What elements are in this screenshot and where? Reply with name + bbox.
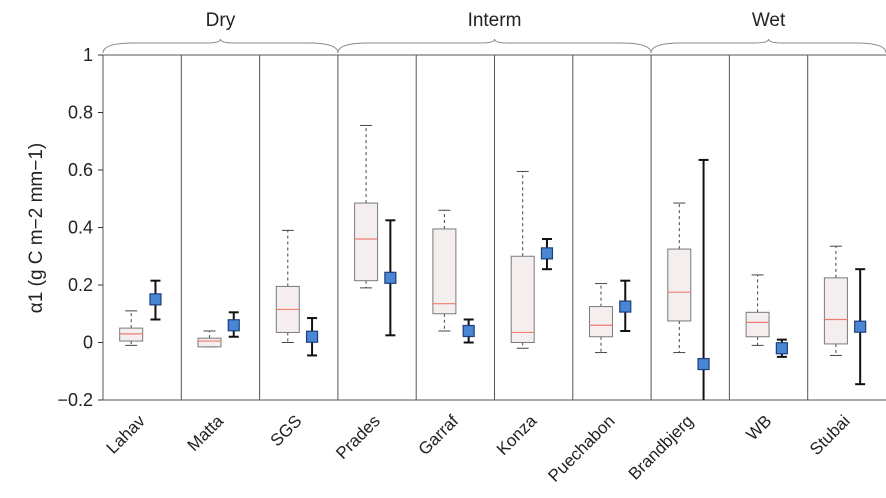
- estimate-marker: [149, 293, 162, 306]
- iqr-box: [432, 228, 457, 315]
- boxplot-matta: [197, 330, 222, 348]
- site-dividers: [180, 55, 809, 400]
- x-axis-labels: Lahav Matta SGS Prades Garraf Konza Puechabon B…: [103, 411, 854, 486]
- estimate-marker: [384, 271, 397, 284]
- estimate-stubai: [854, 268, 867, 386]
- estimate-wb: [775, 338, 788, 358]
- y-tick-label: 0.4: [68, 218, 93, 238]
- estimate-marker: [697, 357, 710, 371]
- estimate-sgs: [305, 317, 319, 357]
- estimate-marker: [775, 342, 788, 355]
- point-estimates: [149, 158, 867, 400]
- boxplot-garraf: [432, 209, 457, 332]
- iqr-box: [667, 248, 692, 322]
- estimate-prades: [384, 219, 397, 337]
- category-label-garraf: Garraf: [415, 411, 463, 459]
- y-tick-label: 1: [83, 45, 93, 65]
- iqr-box: [823, 277, 848, 345]
- category-label-sgs: SGS: [267, 411, 306, 450]
- category-label-konza: Konza: [493, 411, 541, 459]
- category-label-brandbjerg: Brandbjerg: [625, 411, 697, 483]
- group-label-wet: Wet: [752, 10, 786, 31]
- y-tick-label: 0.8: [68, 103, 93, 123]
- group-label-dry: Dry: [206, 10, 236, 31]
- estimate-marker: [619, 300, 632, 313]
- category-label-matta: Matta: [184, 411, 228, 455]
- boxplots: [119, 124, 848, 356]
- y-axis: −0.2 0 0.2 0.4 0.6 0.8 1: [57, 45, 103, 410]
- boxplot-konza: [510, 170, 535, 349]
- iqr-box: [510, 255, 535, 343]
- boxplot-lahav: [119, 310, 144, 346]
- estimate-matta: [227, 311, 240, 338]
- iqr-box: [119, 327, 144, 342]
- estimate-marker: [854, 320, 867, 333]
- group-brace-wet: [650, 38, 886, 54]
- y-tick-label: 0.6: [68, 160, 93, 180]
- group-brace-interm: [337, 38, 652, 54]
- estimate-puechabon: [619, 279, 632, 332]
- y-tick-label: 0.2: [68, 275, 93, 295]
- estimate-brandbjerg: [697, 158, 710, 400]
- boxplot-stubai: [823, 245, 848, 356]
- category-label-prades: Prades: [332, 411, 384, 463]
- boxplot-puechabon: [588, 283, 613, 354]
- iqr-box: [588, 306, 613, 338]
- group-braces: Dry Interm Wet: [102, 10, 886, 54]
- boxplot-prades: [354, 124, 379, 289]
- y-tick-label: 0: [83, 333, 93, 353]
- category-label-wb: WB: [742, 411, 775, 444]
- estimate-marker: [540, 247, 554, 260]
- boxplot-sgs: [275, 229, 300, 343]
- boxplot-wb: [745, 274, 770, 346]
- estimate-marker: [227, 319, 240, 332]
- y-axis-title: α1 (g C m−2 mm−1): [26, 143, 47, 313]
- iqr-box: [745, 311, 770, 338]
- group-label-interm: Interm: [468, 10, 522, 31]
- category-label-stubai: Stubai: [806, 411, 854, 459]
- estimate-garraf: [462, 318, 475, 344]
- estimate-lahav: [149, 279, 162, 321]
- group-brace-dry: [102, 38, 339, 54]
- estimate-konza: [540, 238, 554, 271]
- estimate-marker: [462, 324, 475, 338]
- category-label-puechabon: Puechabon: [544, 411, 618, 485]
- estimate-marker: [305, 330, 319, 343]
- y-tick-label: −0.2: [57, 390, 93, 410]
- iqr-box: [197, 337, 222, 348]
- category-label-lahav: Lahav: [103, 411, 150, 458]
- boxplot-brandbjerg: [667, 202, 692, 354]
- iqr-box: [354, 202, 379, 282]
